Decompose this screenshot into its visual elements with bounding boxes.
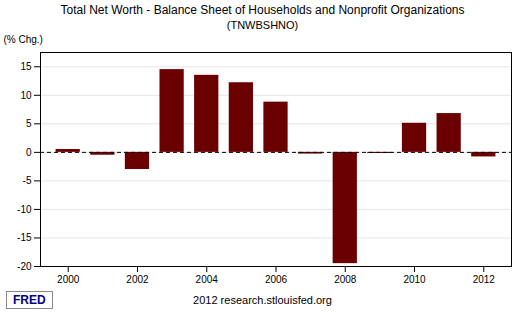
- svg-text:(% Chg.): (% Chg.): [4, 34, 43, 45]
- svg-text:2006: 2006: [265, 274, 288, 285]
- svg-text:10: 10: [20, 90, 32, 101]
- html-text:Total Net Worth - Balance Shee: Total Net Worth - Balance Sheet of House…: [60, 3, 465, 17]
- svg-text:2002: 2002: [126, 274, 149, 285]
- svg-text:-20: -20: [17, 261, 32, 272]
- svg-text:5: 5: [26, 118, 32, 129]
- svg-text:2008: 2008: [334, 274, 357, 285]
- svg-text:2012: 2012: [473, 274, 496, 285]
- html-text:2012 research.stlouisfed.org: 2012 research.stlouisfed.org: [193, 294, 332, 306]
- svg-text:-15: -15: [17, 232, 32, 243]
- svg-text:2004: 2004: [196, 274, 219, 285]
- html-text:(TNWBSHNO): (TNWBSHNO): [226, 19, 299, 31]
- svg-text:0: 0: [26, 147, 32, 158]
- svg-text:2010: 2010: [403, 274, 426, 285]
- svg-text:-10: -10: [17, 204, 32, 215]
- svg-text:15: 15: [20, 61, 32, 72]
- svg-text:-5: -5: [23, 175, 32, 186]
- svg-text:2000: 2000: [57, 274, 80, 285]
- html-text:FRED: FRED: [13, 293, 46, 307]
